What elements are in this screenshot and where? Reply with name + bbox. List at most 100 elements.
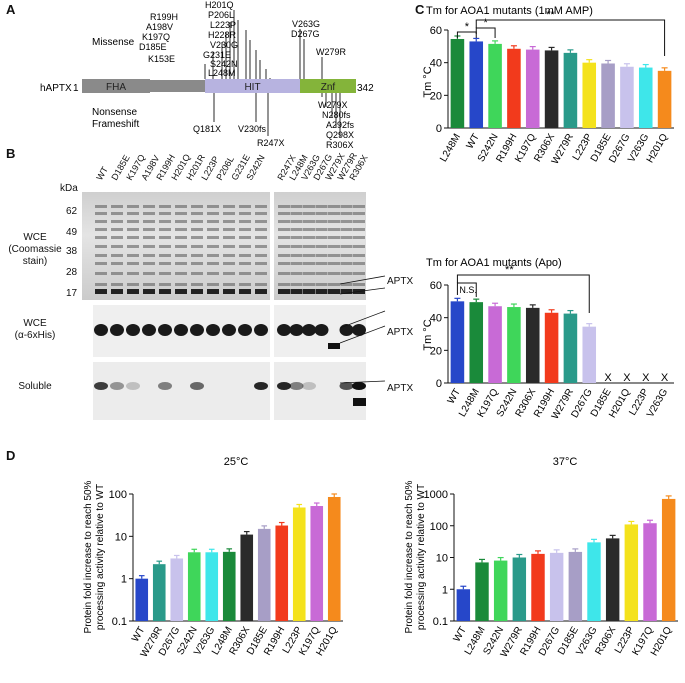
coomassie-band: [175, 236, 187, 239]
coomassie-band: [353, 283, 365, 286]
coomassie-band: [340, 212, 353, 215]
coomassie-band: [328, 262, 340, 265]
row-label-coomassie: WCE (Coomassie stain): [8, 232, 62, 267]
bar-w279r: [152, 564, 166, 621]
coomassie-band: [159, 212, 171, 215]
his-band: [110, 324, 124, 336]
coomassie-band: [353, 205, 365, 208]
bar-k197q: [310, 506, 324, 621]
soluble-blot-right: [274, 362, 366, 420]
missense-label-10: G231E: [203, 50, 231, 60]
coomassie-band: [111, 262, 123, 265]
coomassie-band: [340, 272, 353, 275]
coomassie-band: [143, 262, 155, 265]
domain-label-2: Znf: [321, 82, 336, 93]
nonsense-heading-0: Nonsense: [92, 107, 137, 118]
missense-label-8: H228R: [208, 30, 237, 40]
coomassie-band: [290, 245, 303, 248]
coomassie-band: [278, 228, 290, 231]
coomassie-band: [159, 228, 171, 231]
coomassie-band: [239, 205, 251, 208]
coomassie-band: [223, 205, 235, 208]
coomassie-band: [328, 212, 340, 215]
coomassie-band: [353, 228, 365, 231]
coomassie-band: [328, 283, 340, 286]
coomassie-band: [315, 212, 328, 215]
bar-s242n: [493, 560, 508, 621]
missing-mark-v263g: X: [661, 372, 669, 384]
coomassie-band: [353, 272, 365, 275]
coomassie-band: [303, 245, 315, 248]
coomassie-band: [278, 254, 290, 257]
coomassie-band: [328, 254, 340, 257]
coomassie-band: [328, 228, 340, 231]
coomassie-band: [159, 236, 171, 239]
bar-k197q: [525, 49, 540, 128]
y-tick-label: 1000: [424, 489, 448, 501]
coomassie-band: [191, 245, 203, 248]
coomassie-band: [340, 289, 353, 294]
his-band: [277, 324, 291, 336]
coomassie-band: [95, 236, 107, 239]
coomassie-band: [223, 236, 235, 239]
marker-17: 17: [66, 288, 78, 299]
row-label-his: WCE (α-6xHis): [14, 318, 56, 341]
coomassie-band: [239, 212, 251, 215]
sig-label-2: **: [505, 264, 514, 276]
coomassie-band: [111, 272, 123, 275]
coomassie-band: [207, 220, 219, 223]
missing-mark-h201q: X: [623, 372, 631, 384]
bar-d267g: [620, 66, 634, 128]
coomassie-band: [255, 272, 267, 275]
coomassie-band: [340, 228, 353, 231]
coomassie-band: [278, 236, 290, 239]
y-axis-label: Tm °C: [422, 319, 434, 350]
coomassie-band: [303, 205, 315, 208]
nonsense-label-3: W279X: [318, 100, 348, 110]
bar-l248m: [222, 551, 236, 621]
coomassie-band: [159, 245, 171, 248]
soluble-band: [110, 382, 124, 390]
bar-l248m: [450, 38, 465, 128]
his-band: [206, 324, 220, 336]
y-tick-label: 1: [442, 584, 448, 596]
coomassie-band: [328, 289, 340, 294]
y-axis-label-line1: Protein fold increase to reach 50%: [83, 480, 94, 633]
coomassie-band: [340, 262, 353, 265]
his-band: [238, 324, 252, 336]
coomassie-band: [239, 245, 251, 248]
bar-h201q: [657, 70, 672, 128]
coomassie-band: [315, 254, 328, 257]
bar-r199h: [544, 312, 559, 383]
coomassie-band: [111, 254, 123, 257]
y-tick-label: 10: [436, 553, 448, 565]
coomassie-band: [143, 220, 155, 223]
coomassie-band: [353, 245, 365, 248]
coomassie-band: [278, 283, 290, 286]
coomassie-band: [207, 254, 219, 257]
y-tick-label: 40: [430, 313, 442, 325]
aptx-pointer-2: [339, 310, 386, 329]
soluble-band: [254, 382, 268, 390]
missing-mark-l223p: X: [642, 372, 650, 384]
coomassie-band: [340, 283, 353, 286]
coomassie-band: [207, 272, 219, 275]
bar-s242n: [507, 307, 521, 383]
coomassie-band: [175, 245, 187, 248]
his-band: [126, 324, 140, 336]
coomassie-band: [175, 272, 187, 275]
coomassie-band: [255, 212, 267, 215]
sig-label-2: *: [484, 17, 489, 29]
bar-d267g: [170, 558, 184, 621]
coomassie-band: [111, 236, 123, 239]
bar-d185e: [568, 551, 583, 621]
coomassie-band: [111, 220, 123, 223]
coomassie-band: [255, 289, 267, 294]
bar-h201q: [661, 498, 676, 621]
his-band: [142, 324, 156, 336]
sig-label-1: *: [465, 21, 470, 33]
coomassie-band: [223, 220, 235, 223]
coomassie-band: [159, 205, 171, 208]
coomassie-band: [127, 289, 139, 294]
coomassie-band: [223, 212, 235, 215]
